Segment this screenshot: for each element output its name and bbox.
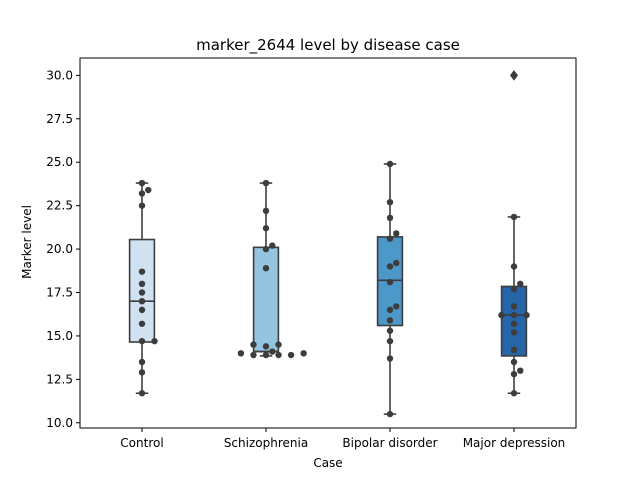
y-tick-label: 20.0 [46, 242, 73, 256]
data-point [510, 370, 518, 378]
data-point [510, 346, 518, 354]
outlier-point [510, 70, 518, 81]
plot-area: 10.0 12.5 15.0 17.5 20.0 22.5 25.0 27.5 30.0 Cont… [46, 68, 565, 450]
data-point [262, 351, 270, 359]
data-point [386, 278, 394, 286]
box-group [376, 160, 404, 418]
y-tick-label: 15.0 [46, 329, 73, 343]
x-tick-label: Bipolar disorder [342, 436, 437, 450]
data-point [262, 245, 270, 253]
data-point [138, 390, 146, 397]
data-point [386, 214, 394, 222]
x-axis-label: Case [313, 456, 342, 470]
data-point [275, 341, 282, 348]
y-tick-label: 30.0 [46, 68, 73, 82]
data-point [386, 306, 394, 314]
data-point [138, 337, 146, 345]
data-point [250, 341, 257, 348]
y-tick-label: 12.5 [46, 372, 73, 386]
data-point [393, 303, 400, 310]
data-point [269, 348, 276, 355]
data-point [250, 351, 257, 359]
y-tick-label: 17.5 [46, 286, 73, 300]
data-point [262, 225, 270, 232]
data-point [269, 242, 276, 249]
data-point [138, 179, 146, 187]
data-point [262, 343, 270, 350]
data-point [386, 235, 394, 242]
y-tick-label: 27.5 [46, 112, 73, 126]
box-group [498, 70, 530, 397]
data-point [510, 285, 518, 293]
data-point [151, 337, 158, 345]
data-point [262, 264, 270, 272]
data-point [386, 327, 394, 334]
data-point [262, 207, 270, 215]
data-point [510, 263, 518, 270]
data-point [498, 311, 505, 319]
y-tick-label: 10.0 [46, 416, 73, 430]
data-point [138, 289, 146, 296]
data-point [287, 351, 295, 359]
data-point [138, 320, 146, 327]
data-point [138, 297, 146, 305]
x-tick-label: Major depression [463, 436, 566, 450]
data-point [138, 369, 146, 376]
data-point [523, 311, 530, 319]
data-point [386, 355, 394, 362]
data-point [237, 350, 245, 357]
data-point [386, 263, 394, 270]
x-tick-label: Control [120, 436, 163, 450]
data-point [262, 179, 270, 187]
data-point [138, 202, 146, 209]
data-point [393, 259, 400, 267]
chart-title: marker_2644 level by disease case [196, 36, 460, 55]
data-point [386, 337, 394, 345]
data-point [510, 358, 518, 366]
data-point [517, 367, 524, 374]
data-point [386, 198, 394, 206]
data-point [300, 350, 307, 357]
data-point [510, 303, 518, 310]
data-point [145, 186, 152, 194]
box-iqr [252, 246, 280, 353]
x-tick-label: Schizophrenia [224, 436, 308, 450]
data-point [393, 230, 400, 237]
data-point [510, 213, 518, 221]
y-tick-label: 22.5 [46, 199, 73, 213]
box-group [128, 179, 158, 397]
data-point [386, 317, 394, 324]
data-point [138, 190, 146, 197]
data-point [510, 390, 518, 397]
data-point [138, 306, 146, 314]
plot-frame [79, 57, 577, 429]
box-group [237, 179, 307, 359]
data-point [386, 410, 394, 418]
data-point [517, 280, 524, 288]
data-point [138, 280, 146, 288]
data-point [138, 268, 146, 275]
data-point [510, 329, 518, 336]
data-point [510, 320, 518, 327]
y-axis-label: Marker level [20, 205, 34, 279]
data-point [386, 160, 394, 168]
data-point [510, 311, 518, 319]
data-point [275, 351, 282, 359]
y-tick-label: 25.0 [46, 155, 73, 169]
data-point [138, 358, 146, 366]
